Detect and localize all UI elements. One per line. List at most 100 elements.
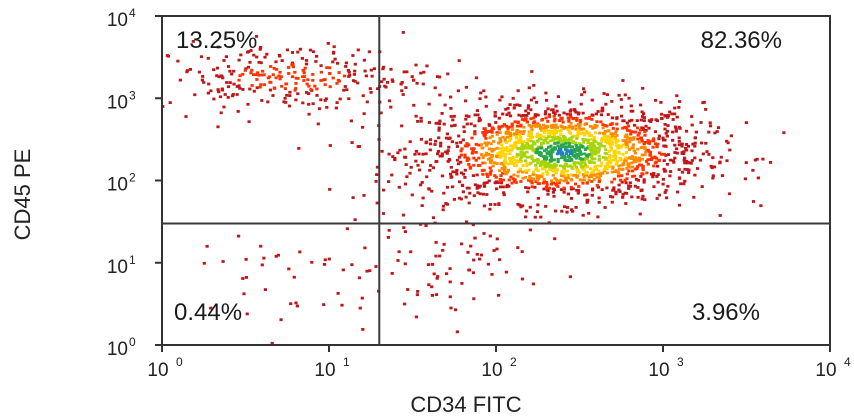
event-dot <box>627 96 631 100</box>
x-tick-label: 10 <box>314 360 335 381</box>
event-dot <box>636 195 640 199</box>
event-dot <box>559 133 563 136</box>
event-dot <box>569 173 573 177</box>
event-dot <box>554 131 558 135</box>
event-dot <box>515 155 519 159</box>
event-dot <box>505 113 509 117</box>
event-dot <box>221 76 225 80</box>
event-dot <box>599 120 603 124</box>
event-dot <box>285 48 289 52</box>
event-dot <box>614 162 619 166</box>
event-dot <box>651 175 655 179</box>
event-dot <box>440 152 444 156</box>
event-dot <box>301 75 305 79</box>
event-dot <box>683 161 687 165</box>
event-dot <box>534 163 538 167</box>
event-dot <box>262 256 266 260</box>
event-dot <box>410 75 414 78</box>
event-dot <box>362 112 366 116</box>
event-dot <box>617 150 621 154</box>
event-dot <box>328 188 332 191</box>
event-dot <box>624 145 628 149</box>
event-dot <box>592 145 596 149</box>
event-dot <box>550 179 554 183</box>
event-dot <box>185 70 189 74</box>
event-dot <box>678 127 682 130</box>
event-dot <box>460 282 464 285</box>
event-dot <box>503 137 507 141</box>
event-dot <box>536 203 540 207</box>
event-dot <box>472 297 476 301</box>
event-dot <box>614 158 618 162</box>
event-dot <box>601 126 605 130</box>
event-dot <box>390 272 394 275</box>
event-dot <box>576 112 580 116</box>
event-dot <box>456 158 460 162</box>
event-dot <box>524 170 528 174</box>
event-dot <box>427 121 431 124</box>
event-dot <box>293 88 297 92</box>
event-dot <box>400 89 404 93</box>
event-dot <box>536 145 540 149</box>
event-dot <box>568 145 572 149</box>
event-dot <box>341 268 345 272</box>
event-dot <box>408 171 412 175</box>
event-dot <box>577 161 581 165</box>
event-dot <box>645 171 649 175</box>
event-dot <box>255 55 259 59</box>
event-dot <box>244 258 248 261</box>
event-dot <box>501 146 505 150</box>
event-dot <box>640 110 644 114</box>
event-dot <box>663 191 667 194</box>
event-dot <box>493 114 497 118</box>
event-dot <box>410 193 414 197</box>
event-dot <box>690 115 694 118</box>
event-dot <box>611 165 615 169</box>
event-dot <box>666 116 670 119</box>
event-dot <box>455 330 459 334</box>
event-dot <box>322 78 326 82</box>
event-dot <box>570 208 574 212</box>
event-dot <box>459 171 464 175</box>
event-dot <box>633 167 638 171</box>
event-dot <box>255 73 259 77</box>
event-dot <box>590 118 594 121</box>
event-dot <box>554 167 558 171</box>
event-dot <box>536 182 540 185</box>
event-dot <box>587 178 591 182</box>
event-dot <box>515 103 519 107</box>
event-dot <box>206 91 210 95</box>
event-dot <box>542 187 546 191</box>
event-dot <box>583 133 587 137</box>
event-dot <box>486 262 491 266</box>
event-dot <box>487 147 491 151</box>
event-dot <box>504 270 508 274</box>
event-dot <box>659 101 663 104</box>
event-dot <box>528 205 532 209</box>
event-dot <box>529 108 533 112</box>
quadrant-percentage-lower-left: 0.44% <box>174 299 242 326</box>
event-dot <box>402 70 406 74</box>
event-dot <box>542 135 546 139</box>
event-dot <box>396 259 400 262</box>
event-dot <box>563 158 567 162</box>
event-dot <box>685 148 689 152</box>
event-dot <box>401 93 405 96</box>
event-dot <box>451 185 455 189</box>
event-dot <box>509 144 513 148</box>
event-dot <box>516 153 520 157</box>
event-dot <box>588 125 593 128</box>
event-dot <box>442 242 446 246</box>
event-dot <box>497 202 501 205</box>
event-dot <box>655 175 659 178</box>
event-dot <box>569 151 573 155</box>
event-dot <box>598 144 602 147</box>
event-dot <box>609 132 613 135</box>
event-dot <box>643 130 647 134</box>
event-dot <box>591 150 596 153</box>
event-dot <box>474 158 478 162</box>
event-dot <box>288 94 292 97</box>
event-dot <box>428 142 433 146</box>
event-dot <box>607 149 611 153</box>
event-dot <box>404 163 408 166</box>
